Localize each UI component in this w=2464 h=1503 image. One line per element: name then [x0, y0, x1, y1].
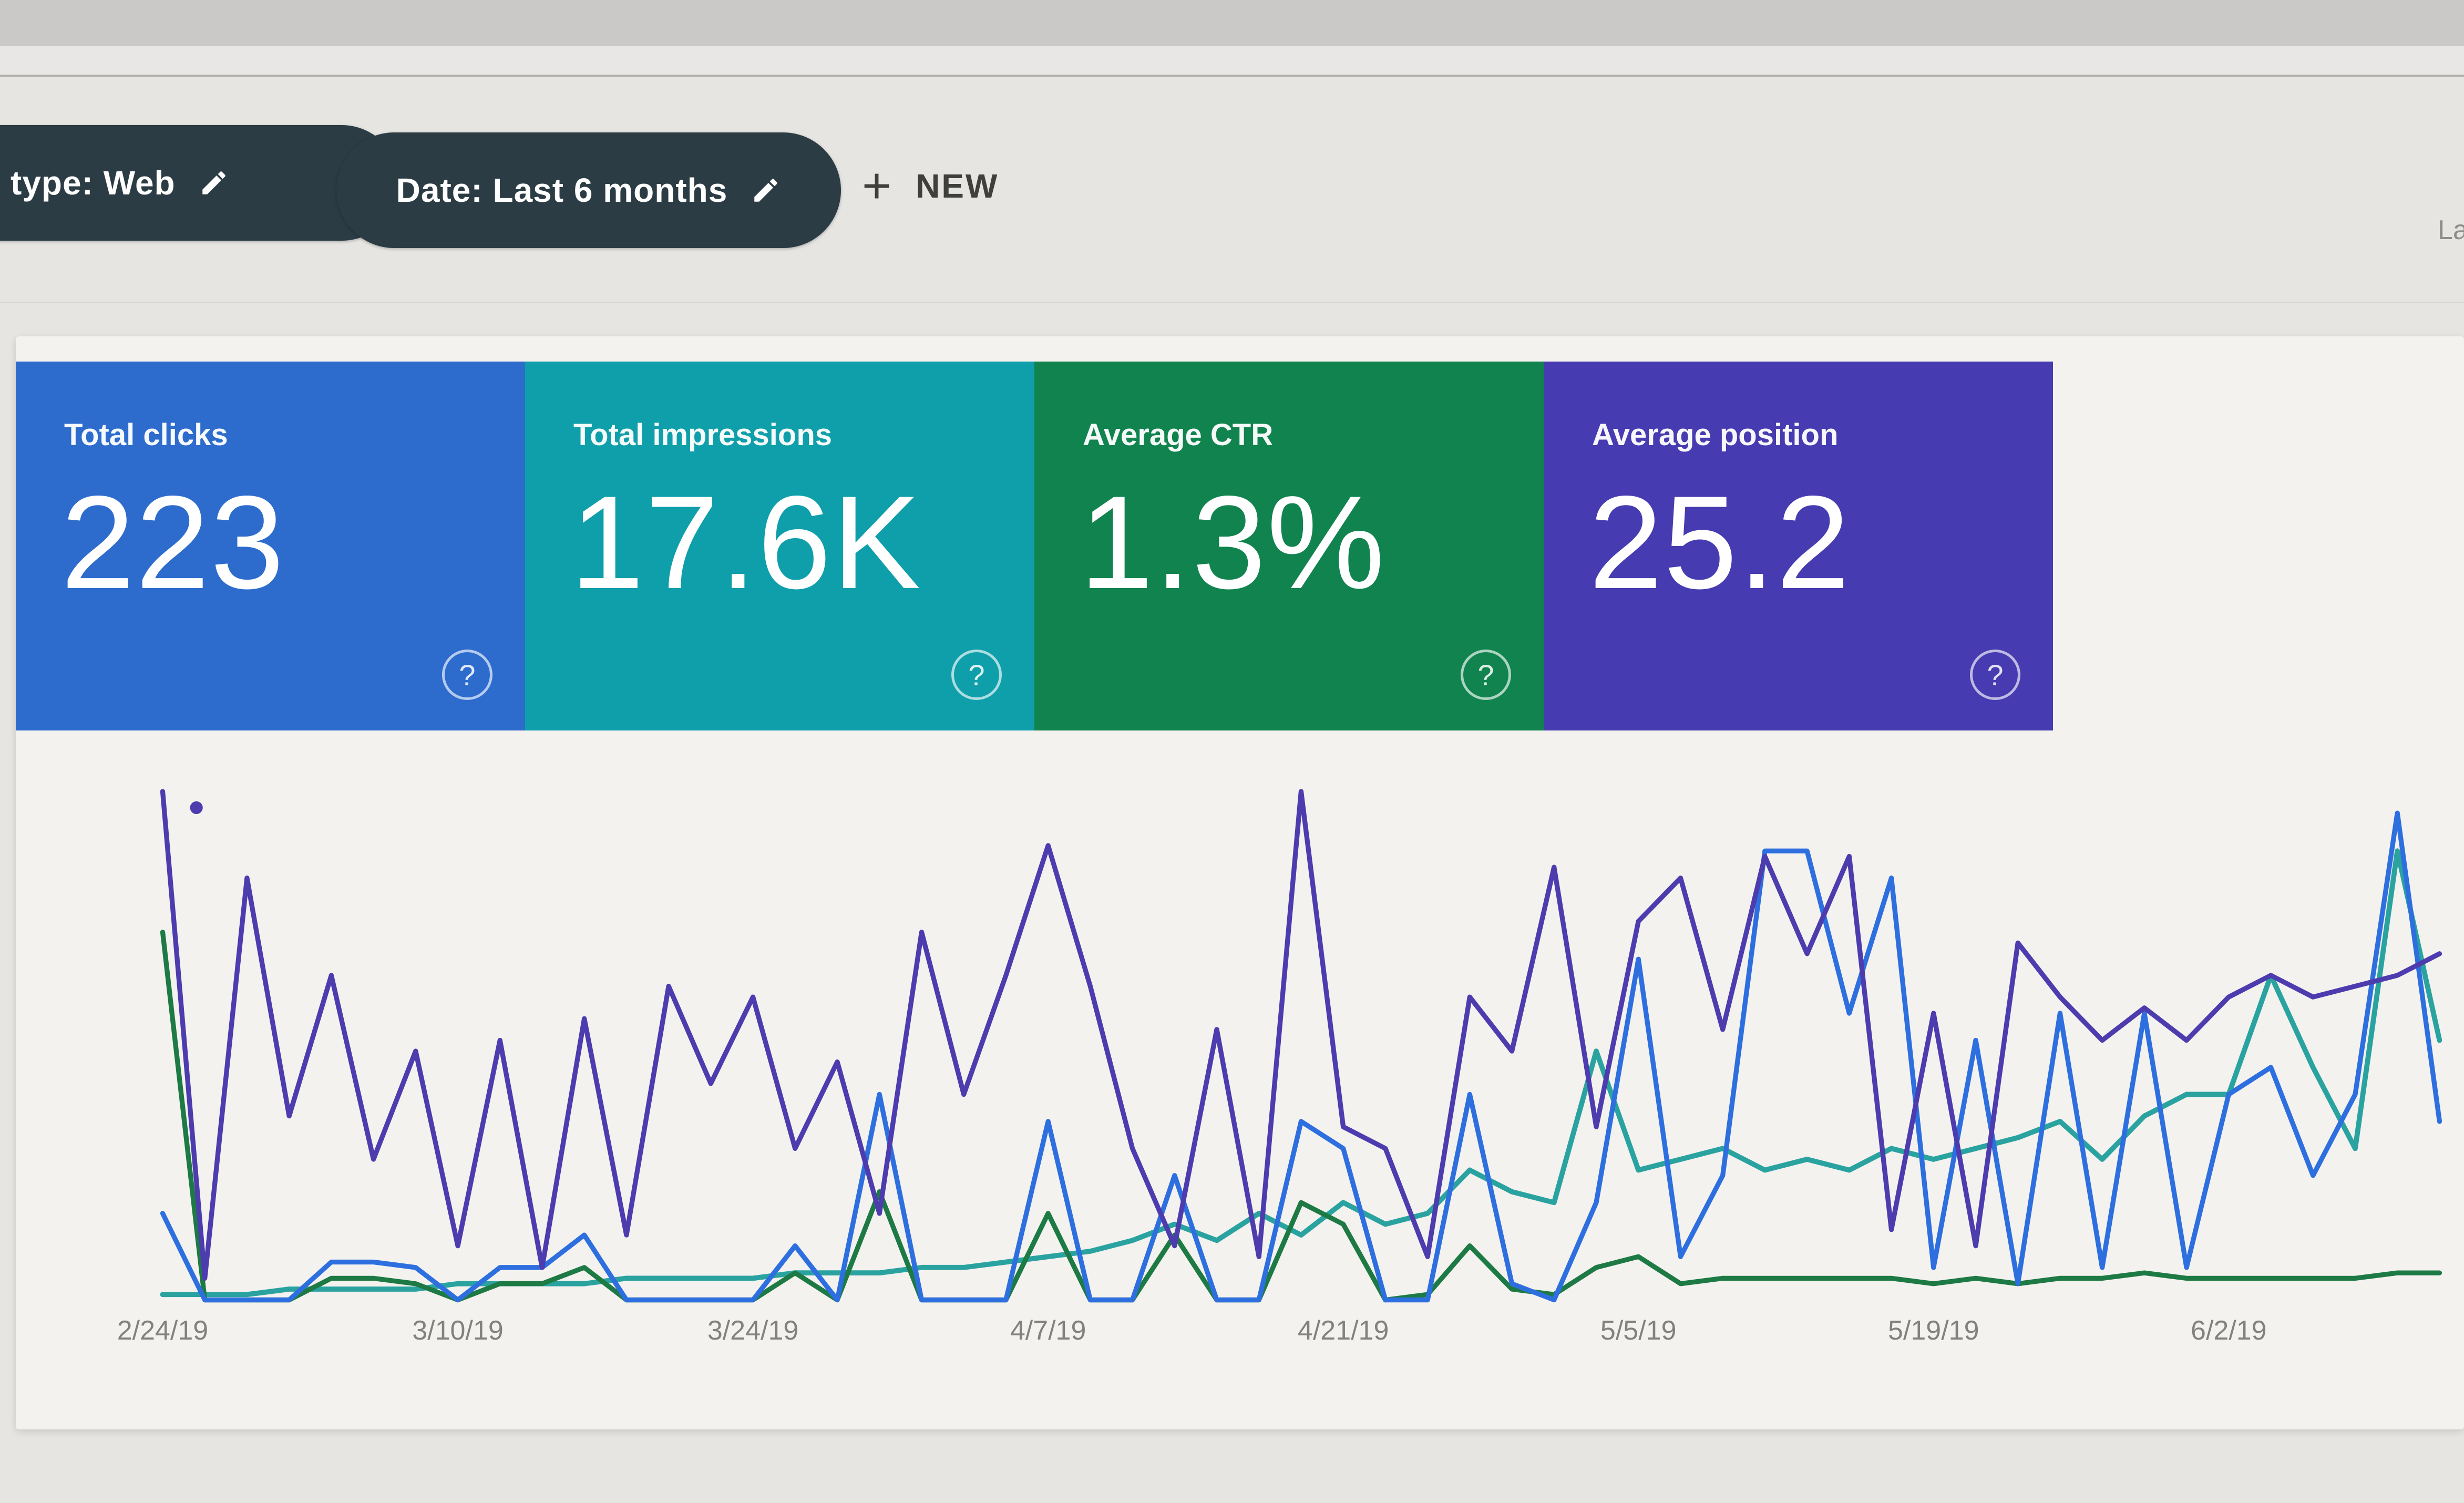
x-axis-label: 6/2/19 — [2191, 1315, 2267, 1346]
x-axis-label: 3/24/19 — [707, 1315, 799, 1346]
new-filter-button[interactable]: + NEW — [862, 161, 999, 211]
x-axis-label: 2/24/19 — [117, 1315, 209, 1346]
header-separator — [0, 302, 2464, 303]
ctr-line — [160, 929, 2442, 1303]
performance-panel: Total clicks 223 ? Total impressions 17.… — [16, 336, 2464, 1429]
metric-card-total-clicks[interactable]: Total clicks 223 ? — [16, 362, 525, 730]
metric-card-average-position[interactable]: Average position 25.2 ? — [1544, 362, 2053, 730]
metric-card-value: 25.2 — [1589, 469, 1851, 616]
metric-card-value: 223 — [61, 469, 285, 616]
help-icon[interactable]: ? — [1970, 650, 2020, 700]
edit-pencil-icon[interactable] — [751, 175, 781, 205]
plus-icon: + — [862, 158, 892, 214]
x-axis: 2/24/19 3/10/19 3/24/19 4/7/19 4/21/19 5/5/19… — [16, 1315, 2464, 1357]
last-updated-partial-text: La — [2438, 215, 2464, 245]
metric-card-label: Total clicks — [64, 418, 228, 452]
monitor-top-band — [0, 0, 2464, 46]
position-line — [160, 789, 2442, 1281]
metric-cards-row: Total clicks 223 ? Total impressions 17.… — [16, 362, 2053, 730]
performance-chart — [160, 789, 2442, 1303]
metric-card-total-impressions[interactable]: Total impressions 17.6K ? — [525, 362, 1034, 730]
metric-card-value: 1.3% — [1080, 469, 1386, 616]
browser-top-strip — [0, 46, 2464, 77]
help-icon[interactable]: ? — [442, 650, 492, 700]
metric-card-value: 17.6K — [570, 469, 922, 616]
metric-card-average-ctr[interactable]: Average CTR 1.3% ? — [1034, 362, 1544, 730]
x-axis-label: 4/7/19 — [1010, 1315, 1086, 1346]
metric-card-label: Average position — [1592, 418, 1839, 452]
isolated-data-point — [190, 801, 203, 815]
search-type-chip-label: type: Web — [11, 164, 176, 202]
date-range-chip[interactable]: Date: Last 6 months — [336, 132, 841, 248]
help-icon[interactable]: ? — [1461, 650, 1511, 700]
metric-card-label: Total impressions — [573, 418, 833, 452]
x-axis-label: 5/19/19 — [1888, 1315, 1979, 1346]
search-type-chip[interactable]: type: Web — [0, 125, 399, 241]
date-range-chip-label: Date: Last 6 months — [396, 171, 728, 209]
new-filter-button-label: NEW — [916, 167, 999, 205]
edit-pencil-icon[interactable] — [199, 168, 229, 198]
x-axis-label: 3/10/19 — [412, 1315, 504, 1346]
help-icon[interactable]: ? — [951, 650, 1002, 700]
metric-card-label: Average CTR — [1083, 418, 1274, 452]
x-axis-label: 5/5/19 — [1600, 1315, 1677, 1346]
x-axis-label: 4/21/19 — [1297, 1315, 1389, 1346]
